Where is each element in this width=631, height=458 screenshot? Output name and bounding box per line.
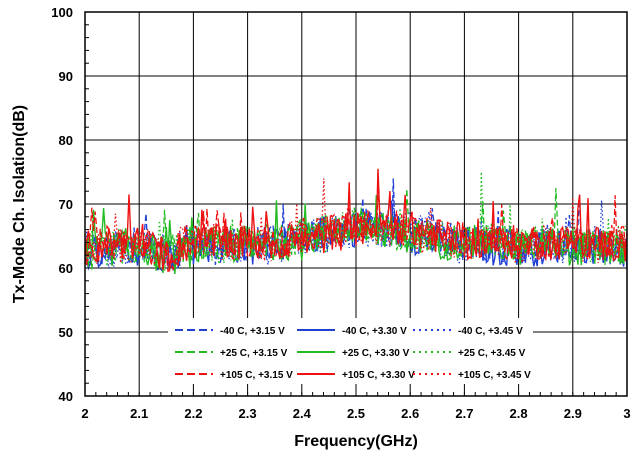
legend-label-1: -40 C, +3.30 V: [342, 326, 407, 337]
series-line-7: [84, 168, 628, 270]
x-tick-label-3: 2.3: [239, 406, 257, 421]
legend-label-4: +25 C, +3.30 V: [342, 348, 410, 359]
legend-label-0: -40 C, +3.15 V: [220, 326, 285, 337]
legend-label-6: +105 C, +3.15 V: [220, 370, 293, 381]
y-tick-label-2: 60: [59, 261, 73, 276]
x-tick-label-6: 2.6: [401, 406, 419, 421]
x-tick-labels: 2 2.1 2.2 2.3 2.4 2.5 2.6 2.7 2.8 2.9 3: [81, 406, 630, 421]
x-tick-label-1: 2.1: [130, 406, 148, 421]
x-axis-title: Frequency(GHz): [294, 433, 418, 450]
legend-label-5: +25 C, +3.45 V: [458, 348, 526, 359]
legend-label-2: -40 C, +3.45 V: [458, 326, 523, 337]
y-tick-label-6: 100: [51, 5, 73, 20]
y-tick-labels: 40 50 60 70 80 90 100: [51, 5, 73, 404]
x-tick-label-5: 2.5: [347, 406, 365, 421]
series-lines: [84, 168, 628, 274]
x-tick-label-4: 2.4: [293, 406, 312, 421]
x-tick-label-7: 2.7: [455, 406, 473, 421]
legend: -40 C, +3.15 V -40 C, +3.30 V -40 C, +3.45…: [168, 318, 533, 384]
y-tick-label-1: 50: [59, 325, 73, 340]
legend-label-7: +105 C, +3.30 V: [342, 370, 415, 381]
x-tick-label-0: 2: [81, 406, 88, 421]
legend-label-8: +105 C, +3.45 V: [458, 370, 531, 381]
x-tick-label-9: 2.9: [564, 406, 582, 421]
y-axis-title: Tx-Mode Ch. Isolation(dB): [11, 105, 28, 303]
y-tick-label-4: 80: [59, 133, 73, 148]
x-tick-label-8: 2.8: [510, 406, 528, 421]
y-tick-label-0: 40: [59, 389, 73, 404]
series-line-3: [84, 187, 628, 270]
legend-background: [168, 318, 533, 384]
x-tick-label-10: 3: [623, 406, 630, 421]
y-tick-label-3: 70: [59, 197, 73, 212]
series-line-8: [84, 178, 628, 273]
minor-ticks: [84, 11, 628, 397]
legend-label-3: +25 C, +3.15 V: [220, 348, 288, 359]
y-tick-label-5: 90: [59, 69, 73, 84]
x-tick-label-2: 2.2: [184, 406, 202, 421]
